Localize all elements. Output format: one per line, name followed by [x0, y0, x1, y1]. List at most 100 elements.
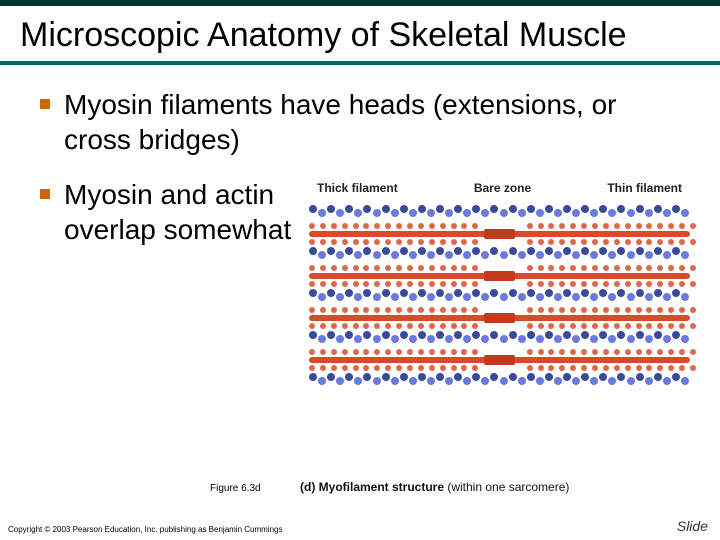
myosin-head — [407, 323, 413, 329]
myosin-head — [548, 307, 554, 313]
actin-bead — [391, 293, 399, 301]
actin-bead — [500, 335, 508, 343]
myosin-head — [527, 307, 533, 313]
actin-bead — [608, 293, 616, 301]
actin-bead — [418, 289, 426, 297]
myosin-head — [418, 281, 424, 287]
myosin-head — [418, 349, 424, 355]
myosin-head — [614, 365, 620, 371]
myosin-head — [559, 307, 565, 313]
actin-bead — [636, 289, 644, 297]
myosin-head — [451, 265, 457, 271]
myosin-head — [440, 365, 446, 371]
myosin-head — [581, 265, 587, 271]
myosin-head — [625, 239, 631, 245]
actin-bead — [327, 289, 335, 297]
myosin-head — [451, 223, 457, 229]
myosin-head — [385, 323, 391, 329]
myosin-head — [440, 223, 446, 229]
actin-bead — [400, 247, 408, 255]
myosin-head — [592, 365, 598, 371]
myosin-head — [320, 307, 326, 313]
myosin-head — [461, 365, 467, 371]
actin-bead — [318, 293, 326, 301]
actin-bead — [663, 377, 671, 385]
actin-bead — [363, 373, 371, 381]
actin-bead — [572, 293, 580, 301]
myosin-head — [429, 307, 435, 313]
myosin-head — [668, 323, 674, 329]
myosin-head — [440, 307, 446, 313]
myosin-head — [548, 365, 554, 371]
thick-filament — [309, 265, 690, 287]
myosin-head — [429, 223, 435, 229]
myosin-head — [614, 265, 620, 271]
myosin-head — [429, 349, 435, 355]
myosin-head — [374, 323, 380, 329]
myosin-head — [646, 323, 652, 329]
actin-bead — [363, 289, 371, 297]
myosin-head — [668, 281, 674, 287]
actin-bead — [627, 209, 635, 217]
actin-bead — [590, 377, 598, 385]
thick-filament — [309, 349, 690, 371]
myosin-head — [396, 223, 402, 229]
actin-bead — [427, 293, 435, 301]
page-title: Microscopic Anatomy of Skeletal Muscle — [20, 16, 700, 55]
myosin-head — [342, 239, 348, 245]
myosin-head — [331, 281, 337, 287]
actin-bead — [563, 331, 571, 339]
myosin-head — [527, 281, 533, 287]
actin-bead — [472, 205, 480, 213]
myosin-head — [592, 223, 598, 229]
myosin-head — [603, 323, 609, 329]
actin-bead — [445, 209, 453, 217]
myosin-head — [690, 239, 696, 245]
myosin-head — [592, 281, 598, 287]
myosin-head — [472, 365, 478, 371]
myosin-head — [646, 281, 652, 287]
actin-bead — [509, 373, 517, 381]
myosin-head — [472, 223, 478, 229]
actin-bead — [590, 209, 598, 217]
myosin-head — [374, 349, 380, 355]
myosin-head — [603, 223, 609, 229]
myosin-head — [320, 365, 326, 371]
myosin-head — [418, 239, 424, 245]
actin-bead — [472, 247, 480, 255]
myosin-head — [461, 239, 467, 245]
actin-bead — [500, 293, 508, 301]
actin-bead — [382, 205, 390, 213]
actin-bead — [572, 335, 580, 343]
actin-bead — [400, 331, 408, 339]
bare-zone — [484, 355, 514, 365]
myosin-head — [625, 365, 631, 371]
myosin-head — [451, 307, 457, 313]
myosin-head — [396, 281, 402, 287]
actin-bead — [463, 335, 471, 343]
actin-bead — [645, 251, 653, 259]
myosin-head — [603, 365, 609, 371]
myosin-head — [353, 281, 359, 287]
myosin-head — [679, 323, 685, 329]
myosin-head — [461, 349, 467, 355]
myosin-head — [429, 365, 435, 371]
actin-bead — [309, 331, 317, 339]
myosin-head — [679, 281, 685, 287]
myosin-head — [625, 349, 631, 355]
actin-bead — [463, 377, 471, 385]
actin-bead — [599, 289, 607, 297]
myosin-head — [592, 265, 598, 271]
actin-bead — [409, 335, 417, 343]
actin-bead — [617, 373, 625, 381]
myosin-head — [461, 265, 467, 271]
myosin-head — [679, 307, 685, 313]
myosin-head — [407, 281, 413, 287]
myosin-head — [646, 365, 652, 371]
actin-bead — [409, 209, 417, 217]
actin-bead — [463, 209, 471, 217]
actin-bead — [418, 331, 426, 339]
myosin-head — [559, 323, 565, 329]
myosin-head — [472, 349, 478, 355]
myosin-head — [396, 349, 402, 355]
